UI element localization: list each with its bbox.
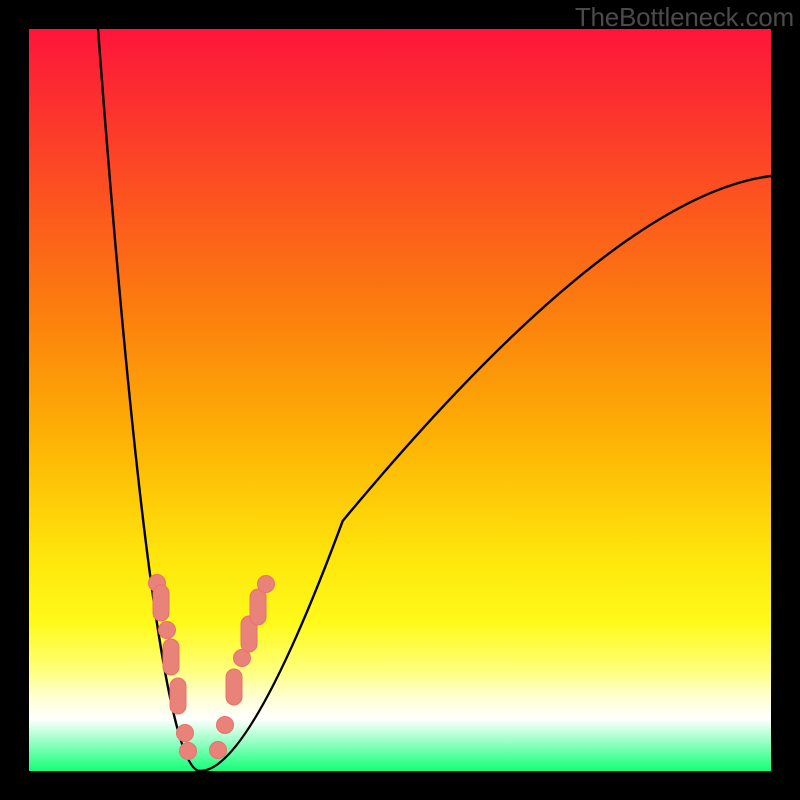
chart-overlay-svg xyxy=(0,0,800,800)
data-marker xyxy=(210,742,227,759)
data-marker xyxy=(153,585,169,621)
data-marker xyxy=(159,622,176,639)
data-marker xyxy=(258,576,275,593)
chart-stage: TheBottleneck.com xyxy=(0,0,800,800)
data-marker xyxy=(226,669,242,705)
data-marker xyxy=(217,717,234,734)
data-marker xyxy=(177,725,194,742)
watermark-text: TheBottleneck.com xyxy=(575,4,794,30)
data-marker xyxy=(170,678,186,714)
data-marker xyxy=(250,589,266,625)
data-marker xyxy=(180,743,197,760)
curve-right-branch xyxy=(200,176,771,771)
curve-left-branch xyxy=(98,29,200,771)
data-marker xyxy=(163,639,179,675)
